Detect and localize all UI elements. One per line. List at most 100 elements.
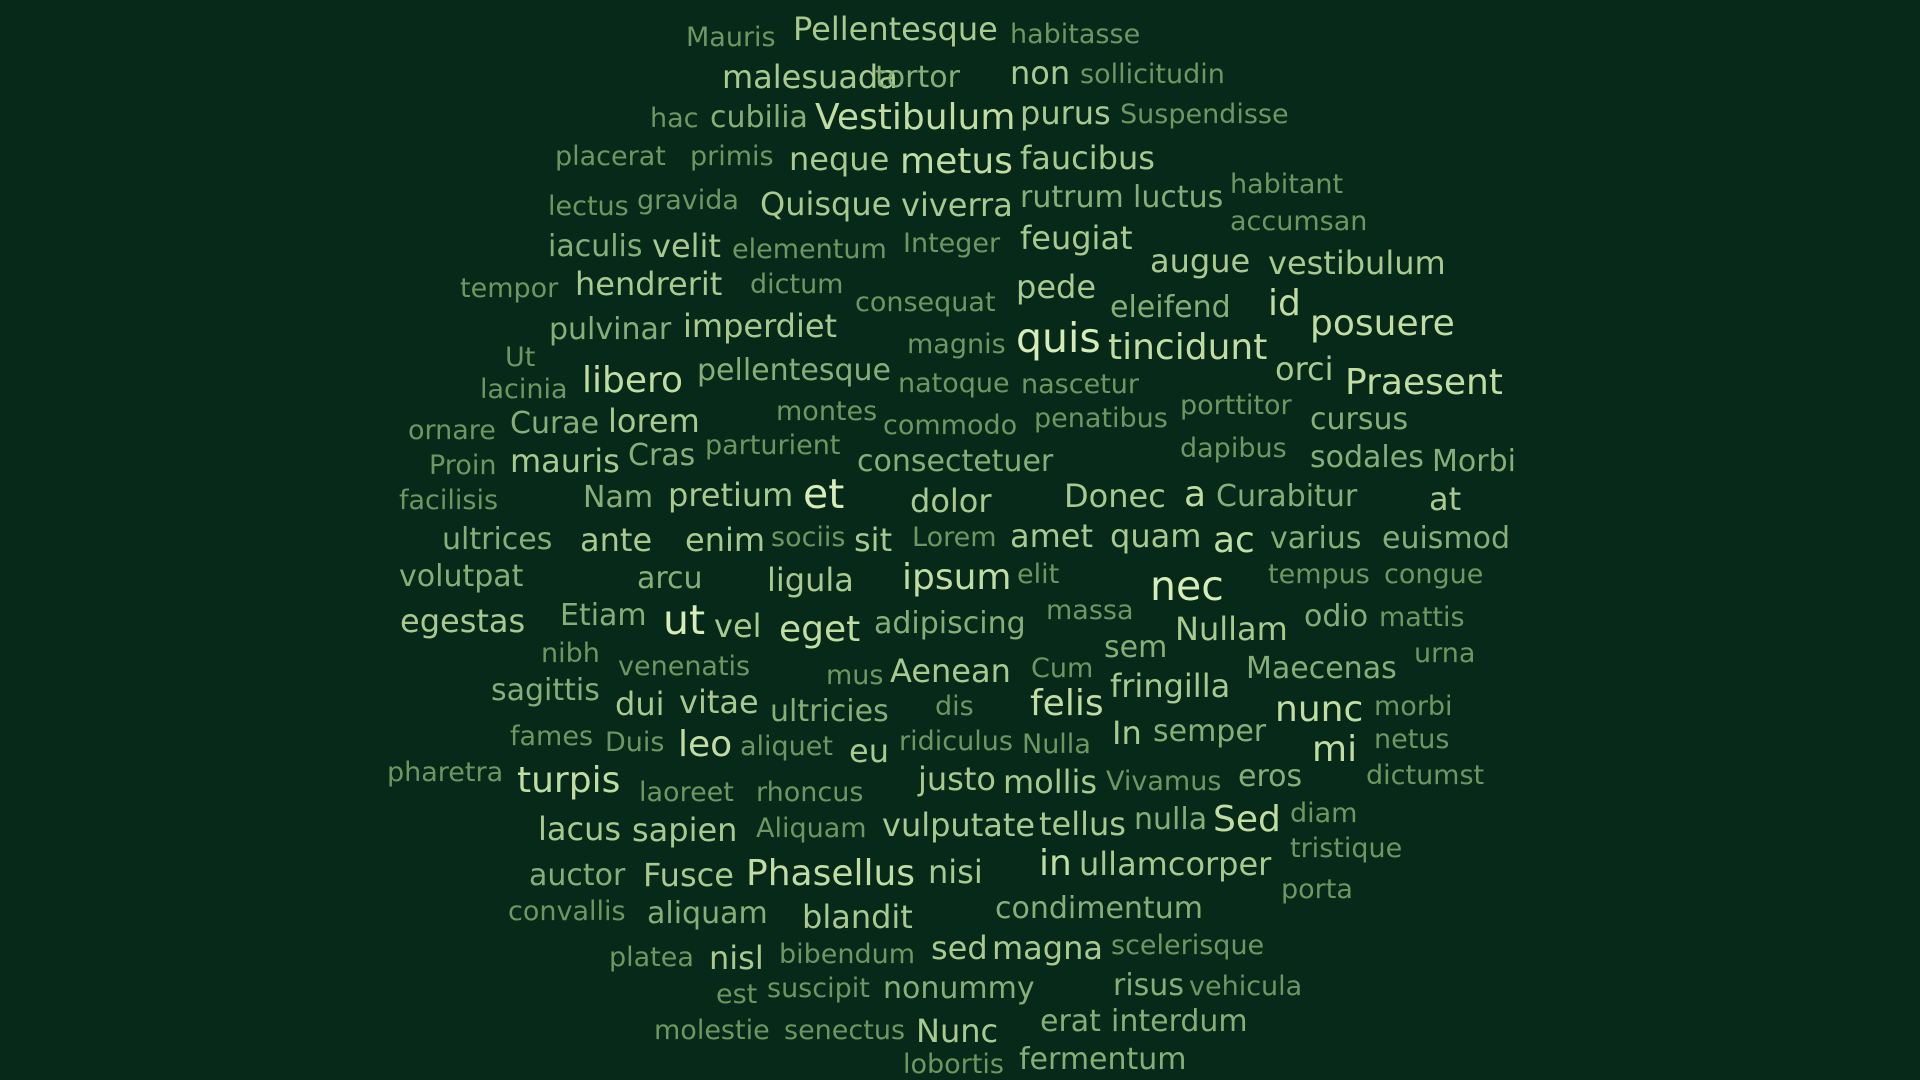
cloud-word-felis: felis xyxy=(1030,682,1104,724)
cloud-word-quisque: Quisque xyxy=(760,185,892,224)
cloud-word-venenatis: venenatis xyxy=(618,650,751,682)
cloud-word-odio: odio xyxy=(1304,598,1369,634)
cloud-word-nisi: nisi xyxy=(928,853,983,892)
cloud-word-iaculis: iaculis xyxy=(548,228,643,264)
cloud-word-pharetra: pharetra xyxy=(387,756,504,788)
cloud-word-arcu: arcu xyxy=(637,560,703,596)
cloud-word-ut: ut xyxy=(663,596,706,645)
cloud-word-ornare: ornare xyxy=(408,414,496,446)
cloud-word-vitae: vitae xyxy=(679,683,759,722)
cloud-word-sapien: sapien xyxy=(632,811,738,850)
cloud-word-vel: vel xyxy=(714,607,762,646)
cloud-word-ante: ante xyxy=(580,521,653,560)
cloud-word-habitasse: habitasse xyxy=(1010,18,1141,50)
cloud-word-facilisis: facilisis xyxy=(399,484,499,516)
cloud-word-mollis: mollis xyxy=(1003,763,1098,802)
cloud-word-morbi: Morbi xyxy=(1432,443,1516,479)
cloud-word-fermentum: fermentum xyxy=(1019,1041,1187,1077)
cloud-word-platea: platea xyxy=(609,941,694,973)
cloud-word-sem: sem xyxy=(1104,629,1168,665)
cloud-word-cubilia: cubilia xyxy=(710,99,808,135)
cloud-word-mauris: Mauris xyxy=(686,21,776,53)
cloud-word-egestas: egestas xyxy=(400,602,526,641)
cloud-word-habitant: habitant xyxy=(1230,168,1344,200)
cloud-word-nunc: nunc xyxy=(1275,688,1364,730)
cloud-word-eget: eget xyxy=(779,608,861,650)
cloud-word-vivamus: Vivamus xyxy=(1106,765,1222,797)
cloud-word-enim: enim xyxy=(685,521,766,560)
cloud-word-interdum: interdum xyxy=(1111,1003,1248,1039)
cloud-word-fringilla: fringilla xyxy=(1110,667,1231,706)
cloud-word-urna: urna xyxy=(1414,637,1476,669)
cloud-word-nulla: nulla xyxy=(1134,801,1208,837)
cloud-word-suspendisse: Suspendisse xyxy=(1120,98,1289,130)
cloud-word-sollicitudin: sollicitudin xyxy=(1080,58,1225,90)
cloud-word-sit: sit xyxy=(854,521,893,560)
cloud-word-cum: Cum xyxy=(1031,652,1094,684)
cloud-word-dis: dis xyxy=(935,690,974,722)
cloud-word-faucibus: faucibus xyxy=(1020,139,1155,178)
cloud-word-ridiculus: ridiculus xyxy=(899,725,1013,757)
cloud-word-pellentesque: pellentesque xyxy=(697,352,892,388)
cloud-word-at: at xyxy=(1429,480,1462,519)
cloud-word-luctus: luctus xyxy=(1133,179,1224,215)
cloud-word-scelerisque: scelerisque xyxy=(1111,929,1265,961)
cloud-word-natoque: natoque xyxy=(898,367,1010,399)
cloud-word-molestie: molestie xyxy=(654,1014,770,1046)
cloud-word-elit: elit xyxy=(1017,558,1060,590)
cloud-word-hendrerit: hendrerit xyxy=(575,265,723,304)
cloud-word-nisl: nisl xyxy=(709,939,764,978)
cloud-word-hac: hac xyxy=(650,102,699,134)
cloud-word-pretium: pretium xyxy=(668,476,794,515)
cloud-word-auctor: auctor xyxy=(529,857,626,893)
cloud-word-quis: quis xyxy=(1016,314,1101,363)
cloud-word-ac: ac xyxy=(1213,519,1255,561)
cloud-word-non: non xyxy=(1010,54,1071,93)
cloud-word-libero: libero xyxy=(582,359,684,401)
cloud-word-morbi: morbi xyxy=(1374,690,1453,722)
cloud-word-blandit: blandit xyxy=(802,898,913,937)
cloud-word-nullam: Nullam xyxy=(1175,610,1288,649)
cloud-word-nam: Nam xyxy=(583,479,654,515)
cloud-word-parturient: parturient xyxy=(705,429,841,461)
cloud-word-eros: eros xyxy=(1238,758,1303,794)
cloud-word-ipsum: ipsum xyxy=(902,556,1012,598)
cloud-word-tempor: tempor xyxy=(460,272,559,304)
cloud-word-lacus: lacus xyxy=(538,810,622,849)
cloud-word-phasellus: Phasellus xyxy=(746,852,916,894)
cloud-word-lobortis: lobortis xyxy=(903,1049,1004,1080)
cloud-word-adipiscing: adipiscing xyxy=(874,605,1026,641)
cloud-word-volutpat: volutpat xyxy=(399,558,524,594)
cloud-word-sed: Sed xyxy=(1213,798,1281,840)
cloud-word-metus: metus xyxy=(900,140,1013,182)
cloud-word-erat: erat xyxy=(1040,1003,1101,1039)
cloud-word-laoreet: laoreet xyxy=(639,776,734,808)
cloud-word-tristique: tristique xyxy=(1290,832,1403,864)
cloud-word-eu: eu xyxy=(849,732,889,771)
cloud-word-diam: diam xyxy=(1290,797,1358,829)
cloud-word-consequat: consequat xyxy=(855,286,996,318)
cloud-word-mauris: mauris xyxy=(510,442,620,481)
cloud-word-malesuada: malesuada xyxy=(722,58,898,97)
cloud-word-dictum: dictum xyxy=(750,268,844,300)
cloud-word-integer: Integer xyxy=(903,227,1001,259)
cloud-word-imperdiet: imperdiet xyxy=(683,307,838,346)
cloud-word-nonummy: nonummy xyxy=(883,970,1035,1006)
cloud-word-praesent: Praesent xyxy=(1345,361,1503,403)
cloud-word-curae: Curae xyxy=(510,405,600,441)
cloud-word-nulla: Nulla xyxy=(1022,728,1091,760)
cloud-word-sodales: sodales xyxy=(1310,439,1424,475)
cloud-word-amet: amet xyxy=(1010,517,1094,556)
cloud-word-velit: velit xyxy=(652,227,721,266)
cloud-word-turpis: turpis xyxy=(517,759,621,801)
cloud-word-condimentum: condimentum xyxy=(995,890,1203,926)
cloud-word-pede: pede xyxy=(1016,268,1096,307)
cloud-word-nascetur: nascetur xyxy=(1021,368,1139,400)
cloud-word-ultrices: ultrices xyxy=(442,521,553,557)
cloud-word-netus: netus xyxy=(1374,723,1450,755)
cloud-word-nec: nec xyxy=(1150,562,1224,611)
cloud-word-orci: orci xyxy=(1275,350,1334,389)
cloud-word-rutrum: rutrum xyxy=(1020,179,1124,215)
cloud-word-posuere: posuere xyxy=(1310,302,1455,344)
cloud-word-congue: congue xyxy=(1384,558,1484,590)
